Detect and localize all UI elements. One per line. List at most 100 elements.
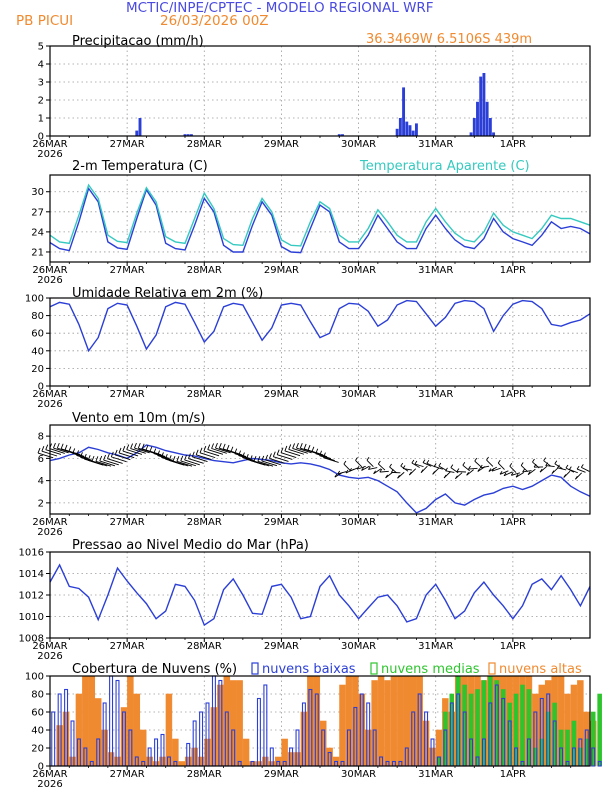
wind-barb-feather [41,446,45,452]
x-tick-label: 28MAR [187,389,222,400]
wind-barb [466,469,474,476]
wind-barb-feather [249,455,253,461]
y-tick-label: 1012 [19,591,44,602]
wind-barb-feather [334,473,338,478]
cloud-high-bar [217,684,224,767]
y-tick-label: 20 [31,364,44,375]
y-tick-label: 2 [38,498,44,509]
x-tick-label: 28MAR [187,641,222,652]
precip-bar [479,76,483,136]
y-tick-label: 30 [31,187,44,198]
x-tick-label: 31MAR [418,139,453,150]
series-line-primary [49,186,591,254]
wind-barb-feather [361,467,364,471]
cloud-low-bar [263,684,268,767]
wind-barb-feather [462,461,466,466]
cloud-high-bar [319,720,327,767]
wind-barb-feather [568,466,572,470]
panel-title: Pressao ao Nivel Medio do Mar (hPa) [72,538,309,553]
x-year-label: 2026 [37,527,62,538]
legend-label: nuvens altas [499,662,582,677]
precip-bar [476,101,479,136]
precip-bar [485,101,489,136]
x-tick-label: 1APR [500,769,526,780]
cloud-high-bar [242,738,250,767]
wind-barb [438,465,447,471]
cloud-high-bar [88,675,96,767]
wind-barb [361,465,370,471]
cloud-high-bar [390,675,398,767]
cloud-low-bar [591,747,596,767]
wind-barb [480,465,490,469]
apparent-temp-label: Temperatura Aparente (C) [359,159,530,174]
wind-barb-feather [211,443,215,449]
wind-barb-feather [488,468,492,472]
wind-barb [257,460,274,467]
cloud-high-bar [339,684,346,767]
wind-barb [176,460,193,467]
wind-barb [215,447,231,454]
wind-barb [238,455,254,461]
y-tick-label: 4 [38,476,44,487]
x-tick-label: 30MAR [341,139,376,150]
wind-barb-feather [145,444,149,451]
x-tick-label: 1APR [500,139,526,150]
wind-barb [522,470,532,473]
plot-frame [49,174,591,263]
cloud-high-bar [249,761,256,767]
wind-barb-feather [134,442,137,449]
cloud-high-bar [262,756,269,767]
cloud-high-bar [101,729,108,767]
y-tick-label: 60 [31,329,44,340]
cloud-high-bar [197,756,205,767]
cloud-mid-bar [597,693,602,767]
y-tick-label: 0 [38,382,44,393]
wind-barb [581,466,590,472]
wind-barb-feather [479,464,483,469]
wind-barb-feather [486,456,489,461]
wind-barb-feather [168,455,172,461]
wind-barb [95,460,112,467]
wind-barb-feather [157,450,161,456]
x-tick-label: 26MAR [32,139,67,150]
wind-barb-feather [87,455,91,461]
wind-barb [207,449,224,455]
wind-barb [426,462,436,468]
wind-barb [250,460,266,466]
precip-bar [395,128,399,136]
wind-barb-feather [80,452,83,458]
wind-barb [211,448,227,454]
wind-barb [357,465,366,470]
wind-barb-feather [456,468,460,472]
cloud-high-bar [146,756,153,767]
y-tick-label: 20 [31,744,44,755]
x-tick-label: 30MAR [341,517,376,528]
wind-barb-feather [203,445,207,452]
y-tick-label: 8 [38,432,44,443]
precip-bar [482,73,486,136]
cloud-high-bar [133,693,141,767]
wind-barb-feather [91,455,95,462]
plot-frame [49,551,591,639]
wind-barb-feather [37,447,41,454]
wind-barb-feather [497,459,501,464]
x-year-label: 2026 [37,779,62,790]
wind-barb-feather [242,452,245,458]
x-tick-label: 29MAR [264,265,299,276]
wind-barb [157,455,173,461]
wind-barb [368,467,378,470]
y-tick-label: 80 [31,690,44,701]
wind-barb-feather [520,462,524,466]
wind-barb-feather [445,467,448,472]
wind-barb-feather [296,442,299,449]
wind-barb [103,459,119,466]
wind-barb [491,467,501,472]
wind-barb-feather [118,447,122,454]
y-tick-label: 1014 [19,569,44,580]
wind-barb-feather [149,446,153,452]
x-tick-label: 30MAR [341,389,376,400]
wind-barb-feather [580,464,584,468]
wind-barb [107,458,123,464]
